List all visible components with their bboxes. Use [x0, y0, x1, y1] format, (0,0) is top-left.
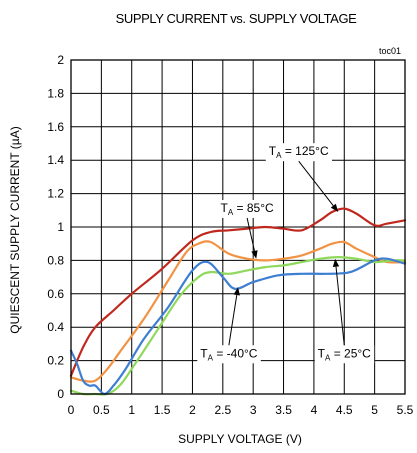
annotation-arrowhead	[332, 258, 340, 268]
y-tick-label: 1.2	[47, 187, 64, 201]
series-line-2	[69, 256, 407, 396]
x-tick-label: 1.5	[154, 403, 171, 417]
annotation-arrow-line	[228, 294, 238, 346]
annotation-1: TA = 85°C	[217, 199, 278, 259]
y-tick-labels: 0 0.2 0.4 0.6 0.8 1 1.2 1.4 1.6 1.8 2	[47, 53, 64, 401]
y-axis-label: QUIESCENT SUPPLY CURRENT (µA)	[8, 126, 22, 333]
plot-frame	[70, 59, 406, 395]
x-tick-label: 4	[311, 403, 318, 417]
x-tick-label: 0.5	[93, 403, 110, 417]
annotation-arrow-line	[335, 266, 345, 346]
y-tick-label: 0.4	[47, 320, 64, 334]
grid	[70, 59, 406, 395]
x-tick-label: 3	[250, 403, 257, 417]
annotation-0: TA = 125°C	[265, 143, 339, 212]
annotation-bg	[217, 199, 278, 218]
chart-note-toc01: toc01	[379, 46, 401, 56]
y-tick-label: 1.6	[47, 120, 64, 134]
y-tick-label: 2	[57, 53, 64, 67]
y-tick-label: 0.2	[47, 354, 64, 368]
series-line-3	[69, 257, 407, 396]
annotation-bg	[265, 143, 332, 162]
annotation-arrow-line	[298, 160, 334, 206]
y-tick-label: 1.8	[47, 86, 64, 100]
annotations: TA = 125°C TA = 85°C TA = -40°C TA = 25°C	[197, 143, 375, 364]
annotation-arrowhead	[330, 203, 339, 212]
x-tick-label: 2.5	[214, 403, 231, 417]
annotation-arrow-line	[246, 217, 255, 252]
annotation-label: TA = 125°C	[269, 144, 329, 160]
annotation-arrowhead	[233, 287, 240, 296]
series-line-0	[69, 207, 407, 377]
y-tick-label: 1	[57, 220, 64, 234]
x-tick-label: 4.5	[336, 403, 353, 417]
series-lines	[69, 207, 407, 396]
annotation-label: TA = -40°C	[200, 346, 258, 362]
x-tick-label: 2	[189, 403, 196, 417]
x-tick-label: 1	[128, 403, 135, 417]
annotation-label: TA = 25°C	[318, 346, 372, 362]
annotation-label: TA = 85°C	[221, 201, 275, 217]
x-tick-label: 5	[371, 403, 378, 417]
chart-title: SUPPLY CURRENT vs. SUPPLY VOLTAGE	[116, 11, 358, 26]
y-tick-label: 0.8	[47, 253, 64, 267]
x-tick-labels: 0 0.5 1 1.5 2 2.5 3 3.5 4 4.5 5 5.5	[68, 403, 414, 417]
annotation-bg	[197, 345, 261, 364]
y-tick-label: 1.4	[47, 153, 64, 167]
y-tick-label: 0.6	[47, 287, 64, 301]
x-tick-label: 0	[68, 403, 75, 417]
x-tick-label: 5.5	[397, 403, 414, 417]
annotation-2: TA = -40°C	[197, 287, 261, 364]
y-tick-label: 0	[57, 387, 64, 401]
annotation-arrowhead	[251, 250, 258, 259]
annotation-3: TA = 25°C	[314, 258, 375, 364]
annotation-bg	[314, 345, 375, 364]
x-tick-label: 3.5	[275, 403, 292, 417]
series-line-1	[69, 240, 407, 383]
x-axis-label: SUPPLY VOLTAGE (V)	[178, 432, 302, 446]
